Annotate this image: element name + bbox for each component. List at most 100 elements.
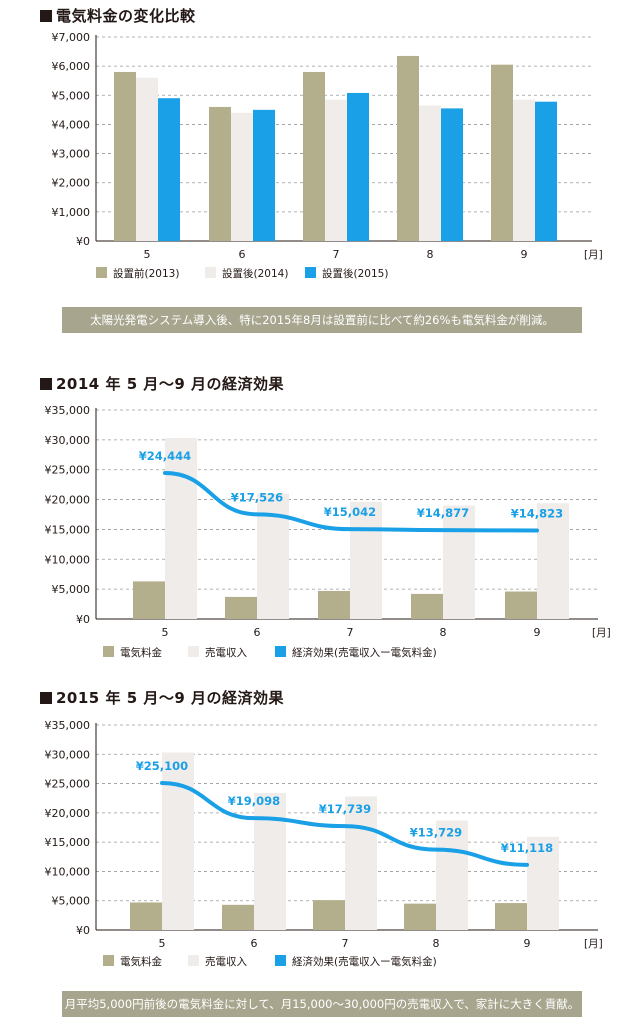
chart1-title-text: 電気料金の変化比較 [56,7,196,25]
legend-label: 経済効果(売電収入ー電気料金) [292,955,437,968]
data-label: ¥24,444 [139,449,191,463]
chart3-title-text: 2015 年 5 月〜9 月の経済効果 [56,689,285,707]
bar-2 [231,112,253,242]
data-label: ¥19,098 [228,794,280,808]
legend-label: 電気料金 [120,646,162,659]
bar-2 [165,438,197,619]
bar-2 [513,99,535,242]
legend-swatch [103,646,114,657]
bar-1 [209,106,231,241]
y-tick-label: ¥0 [76,235,90,248]
legend-label: 電気料金 [120,955,162,968]
y-tick-label: ¥25,000 [45,464,91,477]
x-tick-label: 6 [254,626,261,639]
effect-line [160,780,529,867]
bar-2 [136,77,158,241]
legend-swatch [275,955,286,966]
y-tick-label: ¥5,000 [52,895,91,908]
legend-label: 売電収入 [205,955,247,968]
bar-1 [303,71,325,241]
y-tick-label: ¥10,000 [45,865,91,878]
legend-label: 経済効果(売電収入ー電気料金) [292,646,437,659]
bar-2 [443,505,475,619]
x-tick-label: 8 [433,937,440,950]
data-label: ¥13,729 [410,826,462,840]
bar-1 [133,581,165,619]
data-label: ¥25,100 [136,759,188,773]
x-unit-label: [月] [584,249,603,261]
bar-1 [505,591,537,619]
bar-3 [441,108,463,242]
bar-1 [397,55,419,241]
bar-2 [345,796,377,930]
bar-2 [537,503,569,619]
x-tick-label: 5 [144,248,151,261]
title-square-icon [40,692,52,704]
data-label: ¥17,739 [319,802,371,816]
bar-2 [162,752,194,930]
x-tick-label: 9 [534,626,541,639]
y-tick-label: ¥15,000 [45,836,91,849]
bar-2 [254,792,286,930]
bar-3 [253,109,275,241]
legend-swatch [188,955,199,966]
y-tick-label: ¥15,000 [45,523,91,536]
y-tick-label: ¥2,000 [52,177,91,190]
bar-1 [318,590,350,619]
bar-1 [313,900,345,930]
data-label: ¥14,877 [417,506,469,520]
legend-label: 設置後(2015) [322,267,388,280]
bar-2 [419,105,441,241]
bar-1 [411,593,443,619]
chart2-title-text: 2014 年 5 月〜9 月の経済効果 [56,375,285,393]
y-tick-label: ¥7,000 [52,31,91,44]
bar-1 [404,903,436,930]
chart2-svg: ¥0 ¥5,000 ¥10,000 ¥15,000 ¥20,000 ¥25,000 ¥30,… [45,404,611,659]
y-tick-label: ¥25,000 [45,778,91,791]
y-tick-label: ¥3,000 [52,148,91,161]
chart1-title: 電気料金の変化比較 [40,5,196,26]
x-tick-label: 8 [427,248,434,261]
bar-1 [495,903,527,930]
x-tick-label: 9 [524,937,531,950]
y-tick-label: ¥20,000 [45,807,91,820]
legend-swatch [305,267,316,278]
legend-swatch [103,955,114,966]
bar-3 [535,101,557,241]
x-unit-label: [月] [584,938,603,950]
y-tick-label: ¥35,000 [45,404,91,417]
y-tick-label: ¥5,000 [52,583,91,596]
y-tick-label: ¥0 [76,924,90,937]
title-square-icon [40,378,52,390]
legend-swatch [205,267,216,278]
y-tick-label: ¥20,000 [45,494,91,507]
x-tick-label: 6 [239,248,246,261]
legend-swatch [96,267,107,278]
data-label: ¥11,118 [501,841,553,855]
x-tick-label: 6 [251,937,258,950]
bar-2 [350,501,382,619]
bar-1 [222,904,254,930]
data-label: ¥14,823 [511,506,563,520]
y-tick-label: ¥30,000 [45,748,91,761]
legend-swatch [188,646,199,657]
bar-3 [347,92,369,241]
bar-3 [158,98,180,241]
data-label: ¥15,042 [324,505,376,519]
bar-2 [325,99,347,242]
x-tick-label: 5 [159,937,166,950]
bar-2 [436,820,468,930]
y-tick-label: ¥6,000 [52,60,91,73]
y-tick-label: ¥0 [76,613,90,626]
legend-label: 設置後(2014) [222,267,288,280]
bar-1 [491,64,513,241]
bar-1 [114,71,136,241]
legend-label: 売電収入 [205,646,247,659]
y-tick-label: ¥10,000 [45,553,91,566]
chart2-title: 2014 年 5 月〜9 月の経済効果 [40,373,284,394]
x-tick-label: 7 [342,937,349,950]
x-tick-label: 9 [521,248,528,261]
chart3-svg: ¥0 ¥5,000 ¥10,000 ¥15,000 ¥20,000 ¥25,000 ¥30,… [45,719,603,968]
x-tick-label: 5 [162,626,169,639]
chart1-note: 太陽光発電システム導入後、特に2015年8月は設置前に比べて約26%も電気料金が… [62,307,582,333]
